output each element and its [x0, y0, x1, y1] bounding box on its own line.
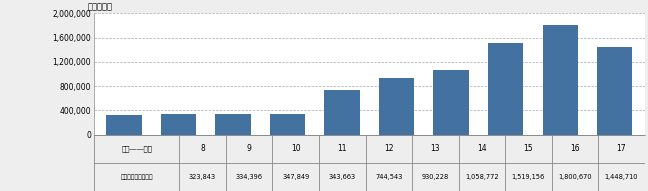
Text: 8: 8: [200, 144, 205, 153]
Text: 12: 12: [384, 144, 393, 153]
Text: 744,543: 744,543: [375, 174, 402, 180]
Bar: [597, 47, 632, 135]
Text: 323,843: 323,843: [189, 174, 216, 180]
Text: 343,663: 343,663: [329, 174, 356, 180]
Text: 9: 9: [247, 144, 251, 153]
Text: （件、人）: （件、人）: [87, 2, 113, 11]
Text: 14: 14: [477, 144, 487, 153]
Text: 13: 13: [430, 144, 440, 153]
Text: 347,849: 347,849: [282, 174, 309, 180]
Text: 17: 17: [617, 144, 627, 153]
Bar: [434, 70, 469, 135]
Bar: [325, 90, 360, 135]
Text: 区分――年次: 区分――年次: [121, 145, 152, 152]
Text: 1,800,670: 1,800,670: [558, 174, 592, 180]
Text: 15: 15: [524, 144, 533, 153]
Bar: [106, 115, 142, 135]
Text: 930,228: 930,228: [422, 174, 449, 180]
Text: 1,519,156: 1,519,156: [512, 174, 545, 180]
Bar: [215, 114, 251, 135]
Text: 11: 11: [338, 144, 347, 153]
Text: 10: 10: [291, 144, 301, 153]
Bar: [542, 25, 578, 135]
Text: 相談取扱件数（件）: 相談取扱件数（件）: [121, 174, 153, 180]
Text: 334,396: 334,396: [236, 174, 262, 180]
Text: 1,058,772: 1,058,772: [465, 174, 499, 180]
Bar: [488, 43, 524, 135]
Bar: [379, 78, 414, 135]
Bar: [270, 114, 305, 135]
Text: 16: 16: [570, 144, 580, 153]
Bar: [161, 114, 196, 135]
Text: 1,448,710: 1,448,710: [605, 174, 638, 180]
